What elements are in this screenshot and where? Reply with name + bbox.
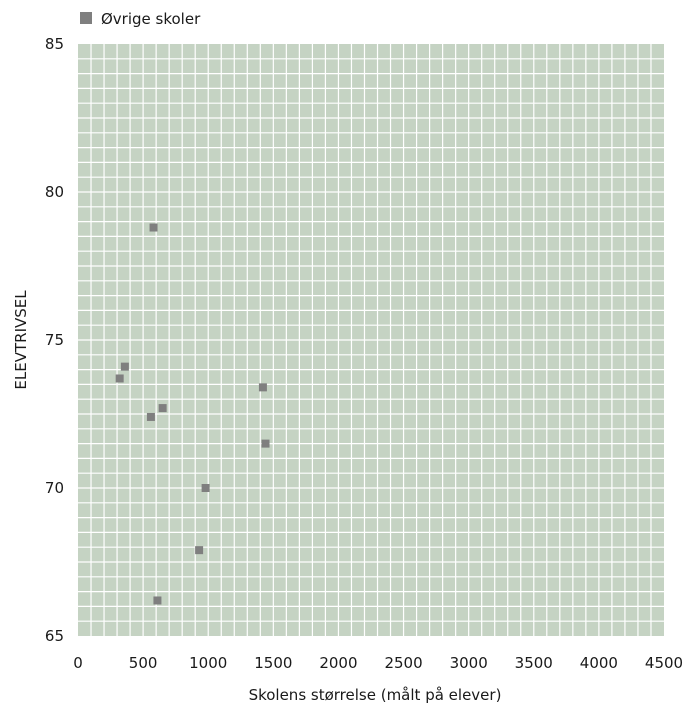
x-tick-label: 1500 [254,654,292,672]
data-point [115,374,124,383]
data-point [201,484,210,492]
x-tick-label: 3500 [515,654,553,672]
data-point [158,404,167,413]
data-points [115,223,270,605]
legend-marker [80,12,92,24]
legend-label: Øvrige skoler [101,10,201,28]
x-tick-labels: 0 500 1000 1500 2000 2500 3000 3500 4000 4500 [73,654,683,672]
x-tick-label: 3000 [450,654,488,672]
grid-lines [78,44,664,636]
x-tick-label: 4000 [580,654,618,672]
data-point [149,223,158,232]
x-tick-label: 4500 [645,654,683,672]
legend: Øvrige skoler [80,10,201,28]
y-axis-label: ELEVTRIVSEL [12,290,30,390]
y-tick-labels: 65 70 75 80 85 [45,35,64,645]
x-tick-label: 0 [73,654,83,672]
y-tick-label: 85 [45,35,64,53]
data-point [120,362,129,371]
y-tick-label: 65 [45,627,64,645]
data-point [258,383,267,392]
data-point [153,596,162,605]
x-tick-label: 2500 [384,654,422,672]
data-point [195,546,204,555]
y-tick-label: 75 [45,331,64,349]
data-point [261,439,270,448]
x-axis-label: Skolens størrelse (målt på elever) [249,686,502,704]
y-tick-label: 80 [45,183,64,201]
x-tick-label: 2000 [319,654,357,672]
x-tick-label: 1000 [189,654,227,672]
x-tick-label: 500 [129,654,158,672]
data-point [146,412,155,421]
y-tick-label: 70 [45,479,64,497]
